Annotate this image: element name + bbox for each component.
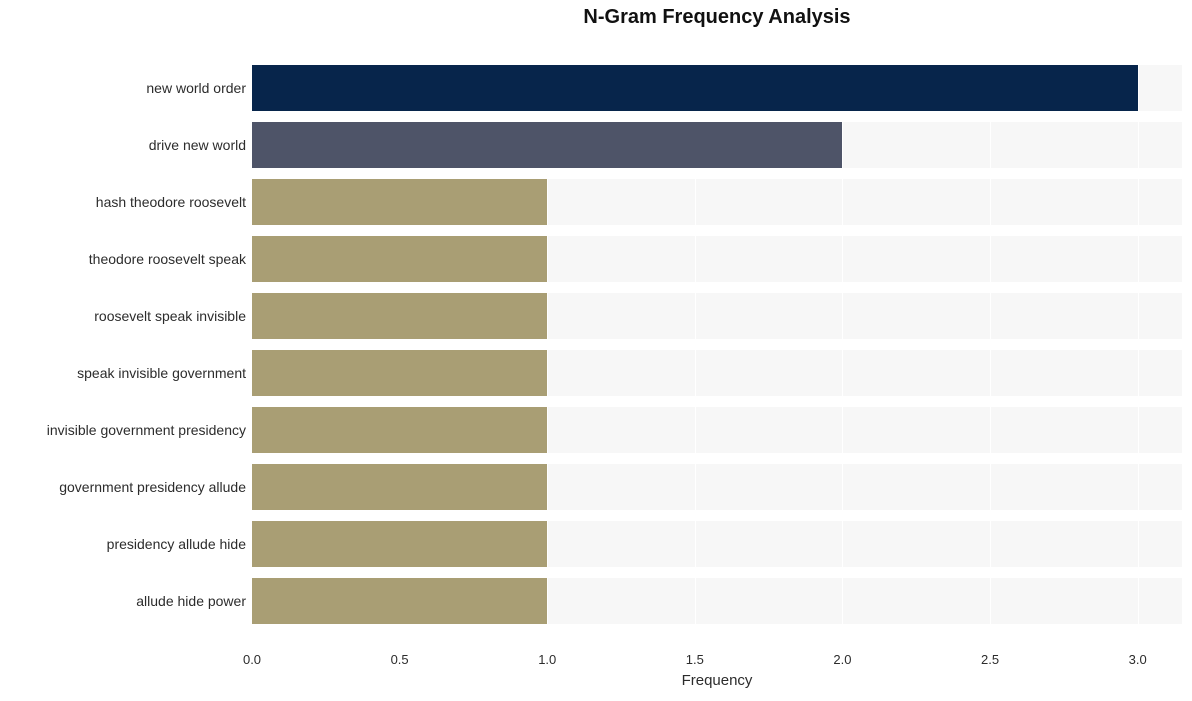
x-tick-label: 3.0: [1129, 652, 1147, 667]
bar: [252, 578, 547, 624]
grid-band: [252, 453, 1182, 464]
bar: [252, 293, 547, 339]
x-tick-label: 1.0: [538, 652, 556, 667]
bar: [252, 179, 547, 225]
x-tick-label: 2.0: [833, 652, 851, 667]
bar: [252, 236, 547, 282]
x-tick-label: 0.5: [391, 652, 409, 667]
grid-band: [252, 567, 1182, 578]
y-tick-label: new world order: [6, 80, 246, 96]
grid-band: [252, 168, 1182, 179]
grid-band: [252, 36, 1182, 65]
grid-band: [252, 339, 1182, 350]
y-tick-label: government presidency allude: [6, 479, 246, 495]
plot-area: [252, 36, 1182, 646]
grid-band: [252, 282, 1182, 293]
ngram-chart: N-Gram Frequency Analysis Frequency new …: [0, 0, 1192, 701]
bar: [252, 521, 547, 567]
chart-title: N-Gram Frequency Analysis: [252, 6, 1182, 29]
bar: [252, 464, 547, 510]
y-tick-label: theodore roosevelt speak: [6, 251, 246, 267]
y-tick-label: drive new world: [6, 137, 246, 153]
y-tick-label: invisible government presidency: [6, 422, 246, 438]
x-tick-label: 1.5: [686, 652, 704, 667]
grid-band: [252, 396, 1182, 407]
grid-band: [252, 111, 1182, 122]
x-tick-label: 0.0: [243, 652, 261, 667]
grid-band: [252, 225, 1182, 236]
bar: [252, 407, 547, 453]
y-tick-label: roosevelt speak invisible: [6, 308, 246, 324]
grid-band: [252, 510, 1182, 521]
y-tick-label: allude hide power: [6, 593, 246, 609]
bar: [252, 65, 1138, 111]
bar: [252, 122, 842, 168]
grid-band: [252, 624, 1182, 646]
y-tick-label: presidency allude hide: [6, 536, 246, 552]
x-tick-label: 2.5: [981, 652, 999, 667]
y-tick-label: hash theodore roosevelt: [6, 194, 246, 210]
bar: [252, 350, 547, 396]
y-tick-label: speak invisible government: [6, 365, 246, 381]
x-axis-title: Frequency: [252, 672, 1182, 689]
